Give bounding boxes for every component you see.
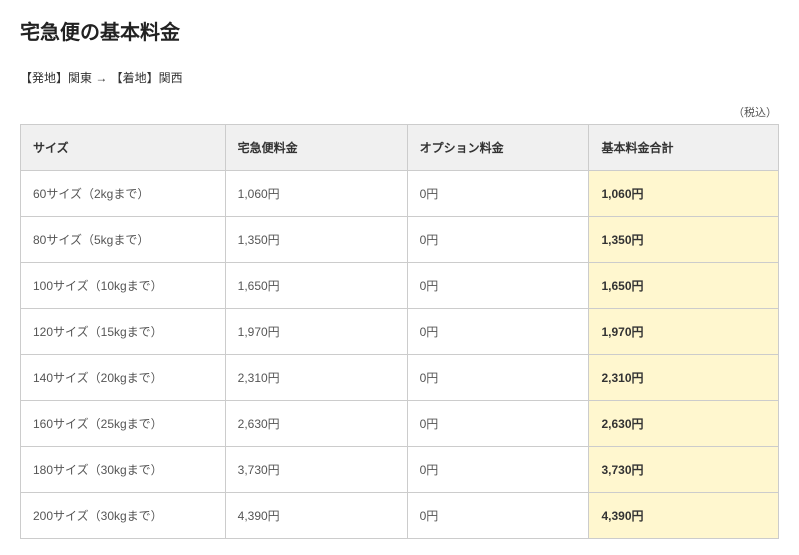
page-title: 宅急便の基本料金 (20, 16, 779, 45)
cell-base: 2,310円 (225, 355, 407, 401)
cell-base: 1,650円 (225, 263, 407, 309)
cell-base: 1,060円 (225, 171, 407, 217)
table-row: 180サイズ（30kgまで）3,730円0円3,730円 (21, 447, 779, 493)
table-row: 200サイズ（30kgまで）4,390円0円4,390円 (21, 493, 779, 539)
col-header-total: 基本料金合計 (589, 125, 779, 171)
cell-base: 2,630円 (225, 401, 407, 447)
cell-size: 200サイズ（30kgまで） (21, 493, 226, 539)
cell-option: 0円 (407, 493, 589, 539)
table-header-row: サイズ 宅急便料金 オプション料金 基本料金合計 (21, 125, 779, 171)
cell-total: 2,630円 (589, 401, 779, 447)
table-row: 140サイズ（20kgまで）2,310円0円2,310円 (21, 355, 779, 401)
table-row: 80サイズ（5kgまで）1,350円0円1,350円 (21, 217, 779, 263)
cell-size: 80サイズ（5kgまで） (21, 217, 226, 263)
cell-total: 3,730円 (589, 447, 779, 493)
cell-size: 100サイズ（10kgまで） (21, 263, 226, 309)
cell-total: 1,350円 (589, 217, 779, 263)
cell-option: 0円 (407, 217, 589, 263)
col-header-option: オプション料金 (407, 125, 589, 171)
col-header-base: 宅急便料金 (225, 125, 407, 171)
cell-total: 1,060円 (589, 171, 779, 217)
cell-total: 4,390円 (589, 493, 779, 539)
cell-base: 3,730円 (225, 447, 407, 493)
tax-note: （税込） (20, 104, 779, 120)
table-row: 160サイズ（25kgまで）2,630円0円2,630円 (21, 401, 779, 447)
cell-size: 120サイズ（15kgまで） (21, 309, 226, 355)
table-row: 60サイズ（2kgまで）1,060円0円1,060円 (21, 171, 779, 217)
table-row: 120サイズ（15kgまで）1,970円0円1,970円 (21, 309, 779, 355)
cell-total: 2,310円 (589, 355, 779, 401)
cell-size: 60サイズ（2kgまで） (21, 171, 226, 217)
cell-base: 4,390円 (225, 493, 407, 539)
cell-total: 1,650円 (589, 263, 779, 309)
cell-base: 1,350円 (225, 217, 407, 263)
cell-option: 0円 (407, 171, 589, 217)
cell-option: 0円 (407, 355, 589, 401)
cell-size: 140サイズ（20kgまで） (21, 355, 226, 401)
table-row: 100サイズ（10kgまで）1,650円0円1,650円 (21, 263, 779, 309)
pricing-table: サイズ 宅急便料金 オプション料金 基本料金合計 60サイズ（2kgまで）1,0… (20, 124, 779, 539)
cell-option: 0円 (407, 263, 589, 309)
cell-size: 180サイズ（30kgまで） (21, 447, 226, 493)
col-header-size: サイズ (21, 125, 226, 171)
cell-option: 0円 (407, 447, 589, 493)
cell-base: 1,970円 (225, 309, 407, 355)
cell-total: 1,970円 (589, 309, 779, 355)
cell-option: 0円 (407, 401, 589, 447)
cell-option: 0円 (407, 309, 589, 355)
route-label: 【発地】関東 → 【着地】関西 (20, 69, 779, 86)
cell-size: 160サイズ（25kgまで） (21, 401, 226, 447)
